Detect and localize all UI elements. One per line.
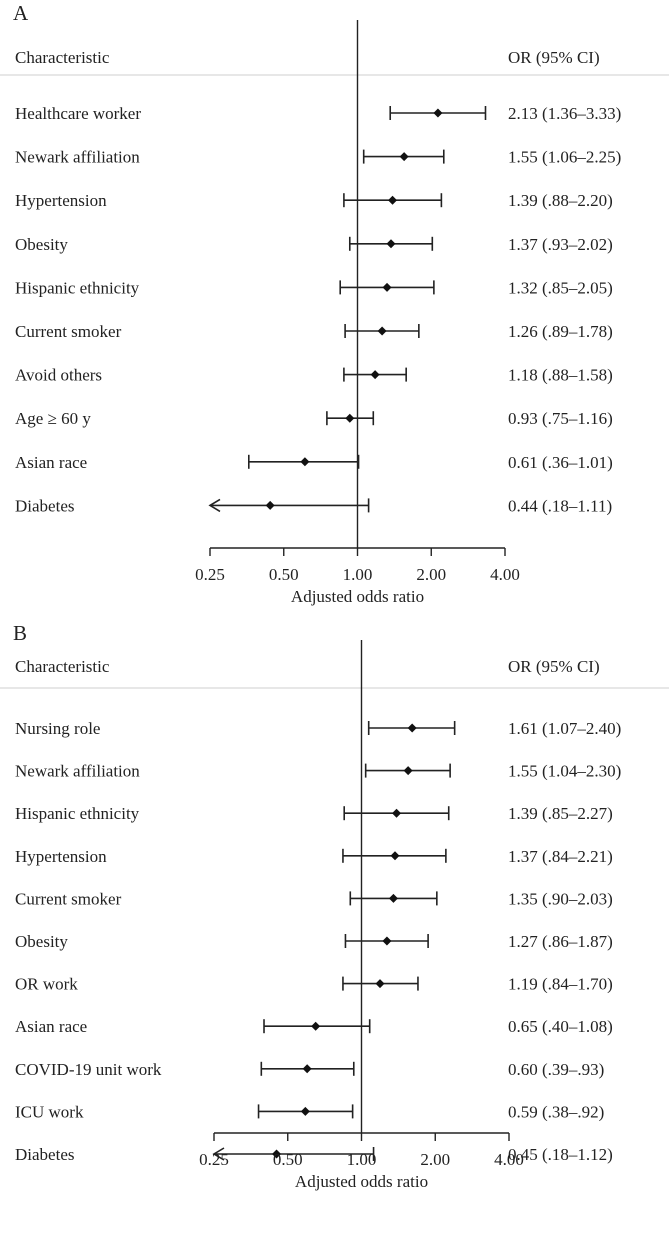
point-estimate [390, 851, 400, 861]
row-or-ci-value: 1.32 (.85–2.05) [508, 278, 613, 297]
point-estimate [407, 723, 417, 733]
x-axis-title: Adjusted odds ratio [291, 587, 424, 606]
point-estimate [388, 893, 398, 903]
row-label: Hypertension [15, 847, 107, 866]
point-estimate [382, 936, 392, 946]
x-tick-label: 0.25 [195, 565, 225, 584]
row-label: OR work [15, 975, 78, 994]
row-label: Obesity [15, 235, 68, 254]
x-tick-label: 0.25 [199, 1150, 229, 1169]
x-tick-label: 4.00 [490, 565, 520, 584]
row-label: Current smoker [15, 889, 122, 908]
point-estimate [382, 282, 392, 292]
point-estimate [272, 1149, 282, 1159]
row-or-ci-value: 0.60 (.39–.93) [508, 1060, 604, 1079]
point-estimate [300, 457, 310, 467]
x-tick-label: 0.50 [269, 565, 299, 584]
point-estimate [265, 500, 275, 510]
row-or-ci-value: 0.93 (.75–1.16) [508, 409, 613, 428]
x-tick-label: 2.00 [416, 565, 446, 584]
row-or-ci-value: 1.55 (1.06–2.25) [508, 148, 621, 167]
point-estimate [392, 808, 402, 818]
row-or-ci-value: 0.61 (.36–1.01) [508, 453, 613, 472]
row-or-ci-value: 0.45 (.18–1.12) [508, 1145, 613, 1164]
row-or-ci-value: 1.39 (.88–2.20) [508, 191, 613, 210]
row-label: ICU work [15, 1102, 84, 1121]
point-estimate [386, 239, 396, 249]
point-estimate [388, 195, 398, 205]
point-estimate [300, 1106, 310, 1116]
point-estimate [370, 370, 380, 380]
row-label: COVID-19 unit work [15, 1060, 162, 1079]
x-tick-label: 1.00 [347, 1150, 377, 1169]
point-estimate [433, 108, 443, 118]
row-label: Asian race [15, 1017, 87, 1036]
row-label: Hispanic ethnicity [15, 278, 140, 297]
point-estimate [403, 766, 413, 776]
row-or-ci-value: 2.13 (1.36–3.33) [508, 104, 621, 123]
column-header-characteristic: Characteristic [15, 48, 110, 67]
row-or-ci-value: 1.39 (.85–2.27) [508, 804, 613, 823]
row-or-ci-value: 1.26 (.89–1.78) [508, 322, 613, 341]
point-estimate [302, 1064, 312, 1074]
ci-arrow-left [208, 498, 221, 513]
forest-panel-b: B Characteristic OR (95% CI) Nursing role 1.… [0, 621, 669, 1191]
point-estimate [345, 413, 355, 423]
row-label: Nursing role [15, 719, 100, 738]
row-or-ci-value: 1.18 (.88–1.58) [508, 366, 613, 385]
row-label: Diabetes [15, 496, 74, 515]
row-label: Diabetes [15, 1145, 74, 1164]
row-label: Newark affiliation [15, 762, 140, 781]
row-label: Obesity [15, 932, 68, 951]
row-or-ci-value: 1.37 (.93–2.02) [508, 235, 613, 254]
x-tick-label: 0.50 [273, 1150, 303, 1169]
panel-label: A [13, 1, 29, 25]
row-label: Age ≥ 60 y [15, 409, 91, 428]
row-or-ci-value: 1.35 (.90–2.03) [508, 889, 613, 908]
row-label: Hispanic ethnicity [15, 804, 140, 823]
column-header-characteristic: Characteristic [15, 657, 110, 676]
point-estimate [311, 1021, 321, 1031]
x-tick-label: 4.00 [494, 1150, 524, 1169]
row-or-ci-value: 1.55 (1.04–2.30) [508, 762, 621, 781]
column-header-or-ci: OR (95% CI) [508, 48, 600, 67]
row-or-ci-value: 0.44 (.18–1.11) [508, 496, 612, 515]
x-tick-label: 2.00 [420, 1150, 450, 1169]
point-estimate [399, 152, 409, 162]
row-label: Current smoker [15, 322, 122, 341]
x-axis-title: Adjusted odds ratio [295, 1172, 428, 1191]
row-label: Hypertension [15, 191, 107, 210]
row-or-ci-value: 1.19 (.84–1.70) [508, 975, 613, 994]
row-label: Healthcare worker [15, 104, 141, 123]
row-or-ci-value: 1.27 (.86–1.87) [508, 932, 613, 951]
ci-arrow-left [212, 1147, 225, 1161]
row-or-ci-value: 1.37 (.84–2.21) [508, 847, 613, 866]
row-label: Asian race [15, 453, 87, 472]
point-estimate [377, 326, 387, 336]
row-label: Avoid others [15, 366, 102, 385]
row-or-ci-value: 0.59 (.38–.92) [508, 1102, 604, 1121]
forest-panel-a: A Characteristic OR (95% CI) Healthcare wor… [0, 1, 669, 606]
row-or-ci-value: 0.65 (.40–1.08) [508, 1017, 613, 1036]
point-estimate [375, 979, 385, 989]
x-tick-label: 1.00 [343, 565, 373, 584]
panel-label: B [13, 621, 27, 645]
row-or-ci-value: 1.61 (1.07–2.40) [508, 719, 621, 738]
row-label: Newark affiliation [15, 148, 140, 167]
column-header-or-ci: OR (95% CI) [508, 657, 600, 676]
